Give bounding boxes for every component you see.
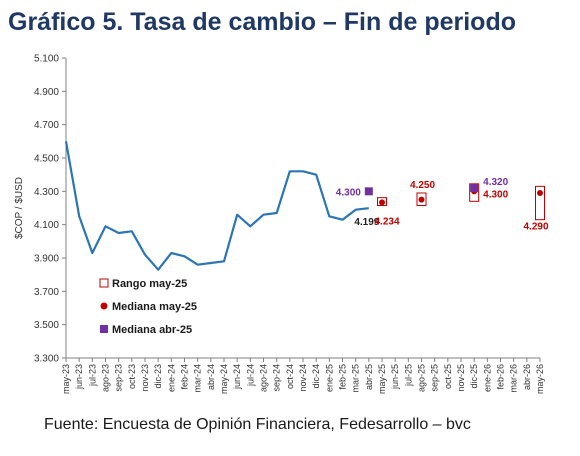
y-tick-label: 3.300 [34,354,59,365]
median-may-marker [418,196,425,203]
x-tick-label: ene-26 [482,364,492,392]
x-tick-label: feb-24 [180,364,190,390]
range-box [377,197,387,207]
x-tick-label: ene-24 [166,364,176,392]
x-tick-label: may-23 [61,364,71,394]
chart-source: Fuente: Encuesta de Opinión Financiera, … [44,416,471,433]
y-tick-label: 3.700 [34,287,59,298]
x-tick-label: dic-24 [311,364,321,389]
median-abr-label: 4.300 [336,187,361,198]
x-tick-label: feb-25 [338,364,348,390]
x-tick-label: may-24 [219,364,229,394]
median-may-label: 4.290 [523,222,548,233]
legend-marker-median-may [100,302,108,310]
y-tick-label: 4.900 [34,87,59,98]
x-tick-label: mar-25 [351,364,361,393]
x-tick-label: sep-25 [430,364,440,392]
median-abr-label: 4.320 [483,177,508,188]
y-tick-label: 4.700 [34,120,59,131]
x-tick-label: jul-23 [87,364,97,387]
legend-label: Mediana may-25 [112,301,197,313]
x-tick-label: mar-24 [193,364,203,393]
x-tick-label: may-26 [535,364,545,394]
x-tick-label: abr-25 [364,364,374,390]
y-axis-label: $COP / $USD [14,177,25,239]
legend-marker-median-abr [100,325,108,333]
x-tick-label: sep-24 [272,364,282,392]
x-tick-label: ene-25 [324,364,334,392]
x-tick-label: dic-23 [153,364,163,389]
y-tick-label: 4.100 [34,220,59,231]
x-tick-label: nov-24 [298,364,308,392]
y-tick-label: 3.900 [34,254,59,265]
x-tick-label: abr-24 [206,364,216,390]
x-tick-label: oct-24 [285,364,295,389]
range-box [535,185,545,221]
y-tick-label: 4.500 [34,154,59,165]
x-tick-label: ago-23 [101,364,111,392]
x-tick-label: mar-26 [509,364,519,393]
x-tick-label: jun-23 [74,364,84,390]
last-value-label: 4.199 [354,217,379,228]
x-tick-label: jun-24 [232,364,242,390]
legend-marker-range [99,278,109,288]
median-may-label: 4.250 [410,180,435,191]
median-may-marker [537,190,543,196]
x-tick-label: abr-26 [522,364,532,390]
legend-label: Rango may-25 [112,278,187,290]
x-tick-label: jul-24 [245,364,255,387]
x-tick-label: feb-26 [496,364,506,390]
y-tick-label: 4.300 [34,187,59,198]
chart-title: Gráfico 5. Tasa de cambio – Fin de perio… [8,8,516,36]
median-may-label: 4.300 [483,189,508,200]
x-tick-label: oct-25 [443,364,453,389]
x-tick-label: oct-23 [127,364,137,389]
median-abr-marker [364,187,373,196]
x-tick-label: jun-25 [390,364,400,390]
series-line [64,141,369,271]
x-tick-label: nov-23 [140,364,150,392]
y-tick-label: 3.500 [34,320,59,331]
y-tick-label: 5.100 [34,54,59,65]
x-tick-label: ago-25 [417,364,427,392]
median-may-label: 4.234 [374,216,399,227]
median-may-marker [379,199,385,206]
x-tick-label: ago-24 [259,364,269,392]
range-box [469,183,480,202]
median-abr-marker [470,184,479,192]
x-tick-label: sep-23 [114,364,124,392]
legend-label: Mediana abr-25 [112,324,192,336]
range-box [416,192,427,206]
x-tick-label: dic-25 [469,364,479,389]
x-tick-label: nov-25 [456,364,466,392]
x-tick-label: may-25 [377,364,387,394]
x-tick-label: jul-25 [403,364,413,387]
